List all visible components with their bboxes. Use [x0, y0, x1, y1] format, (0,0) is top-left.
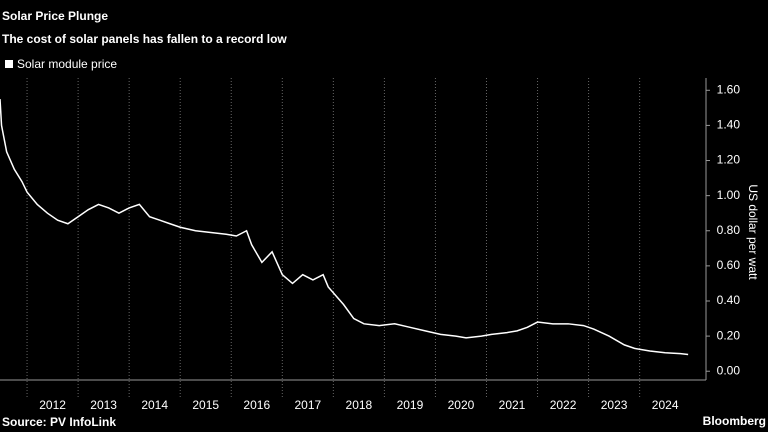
x-tick-label: 2019 — [397, 398, 424, 412]
x-tick-label: 2017 — [294, 398, 321, 412]
x-tick-label: 2014 — [141, 398, 168, 412]
y-tick-label: 1.20 — [717, 153, 741, 167]
y-tick-label: 0.00 — [717, 363, 741, 377]
line — [0, 99, 689, 356]
y-tick-label: 0.80 — [717, 223, 741, 237]
y-tick-label: 0.40 — [717, 293, 741, 307]
x-tick-label: 2020 — [448, 398, 475, 412]
x-tick-label: 2021 — [499, 398, 526, 412]
y-tick-label: 1.00 — [717, 188, 741, 202]
x-tick-label: 2022 — [550, 398, 577, 412]
x-tick-label: 2024 — [652, 398, 679, 412]
x-tick-label: 2023 — [601, 398, 628, 412]
x-tick-label: 2016 — [243, 398, 270, 412]
x-tick-label: 2013 — [90, 398, 117, 412]
y-tick-label: 1.60 — [717, 82, 741, 96]
brand: Bloomberg — [703, 414, 766, 428]
y-axis-label: US dollar per watt — [746, 184, 760, 280]
legend-label: Solar module price — [17, 57, 117, 71]
x-tick-label: 2018 — [346, 398, 373, 412]
source: Source: PV InfoLink — [2, 415, 116, 429]
y-tick-label: 1.40 — [717, 118, 741, 132]
x-tick-label: 2015 — [192, 398, 219, 412]
chart-subtitle: The cost of solar panels has fallen to a… — [2, 32, 287, 46]
y-tick-label: 0.20 — [717, 328, 741, 342]
legend-swatch — [5, 60, 13, 68]
y-tick-label: 0.60 — [717, 258, 741, 272]
x-tick-label: 2012 — [39, 398, 66, 412]
chart-title: Solar Price Plunge — [2, 9, 108, 23]
